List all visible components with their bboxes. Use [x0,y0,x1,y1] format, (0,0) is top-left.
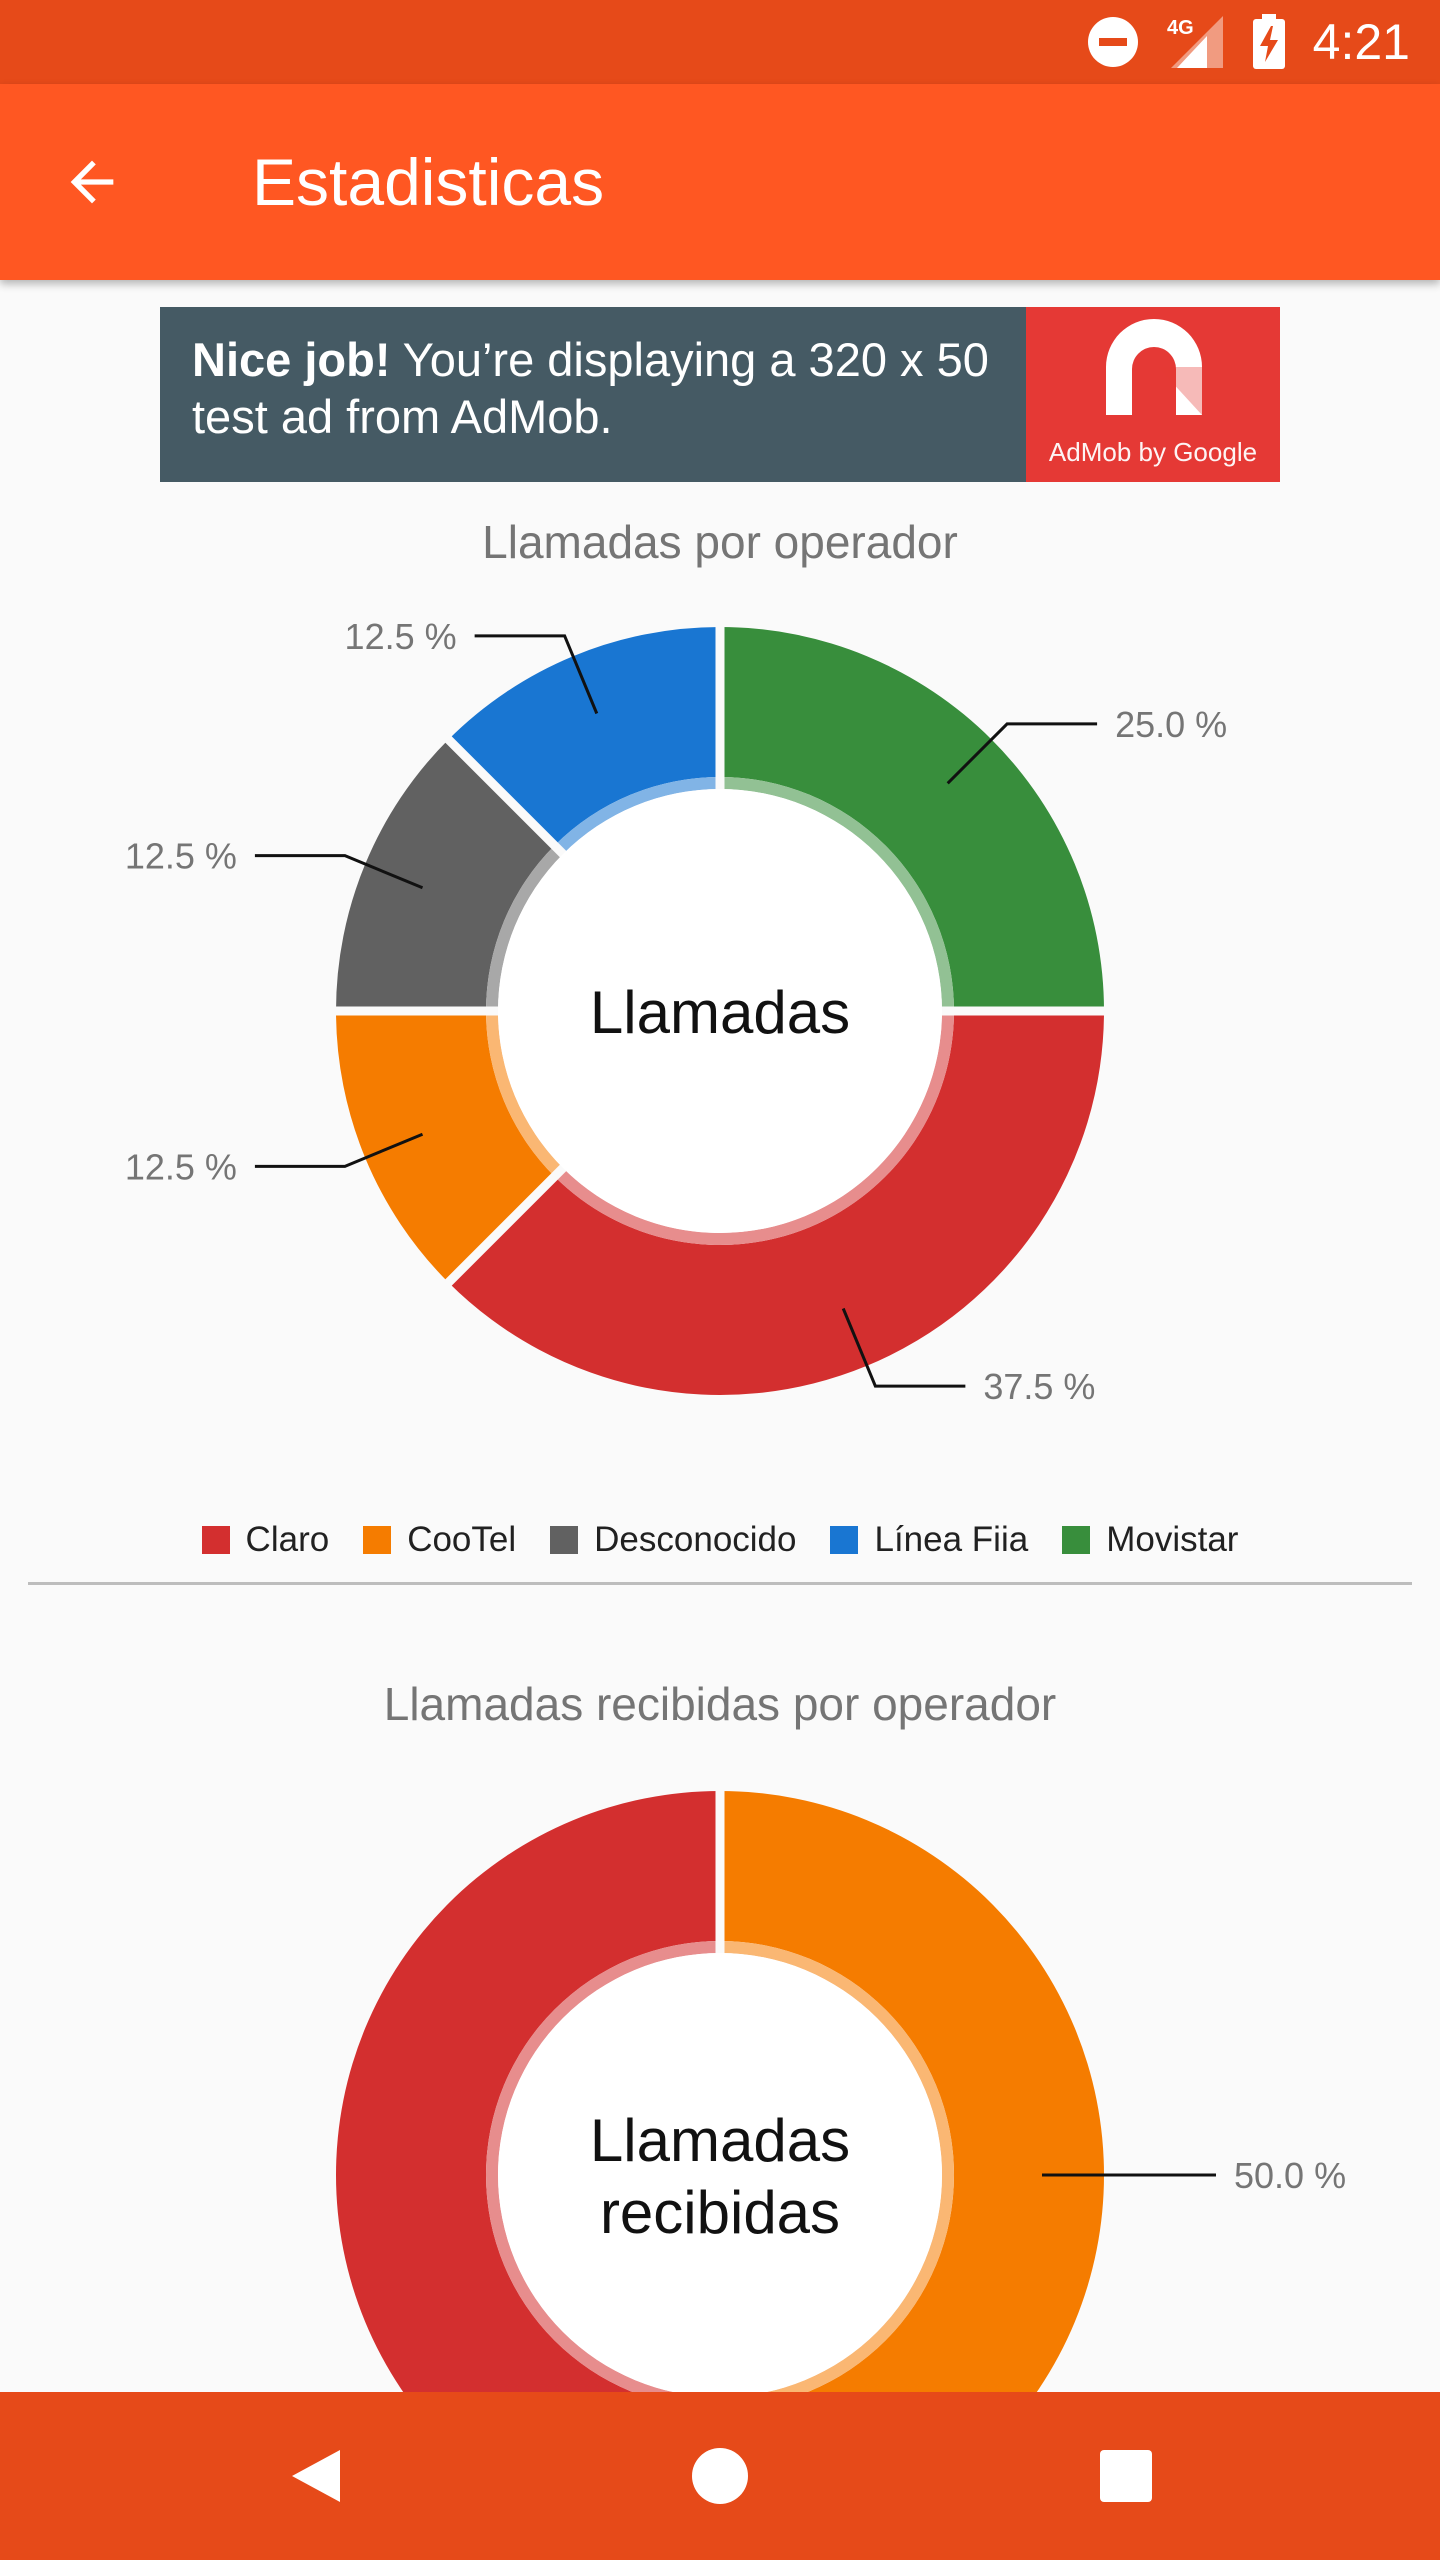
chart-1-leader-line [946,722,1098,785]
recents-square-icon [1100,2450,1152,2502]
legend-item-desconocido: Desconocido [550,1520,796,1560]
chart-1-value-label: 12.5 % [125,1132,424,1187]
divider [28,1582,1412,1585]
chart-2-title: Llamadas recibidas por operador [383,1678,1057,1730]
chart-1-slice-movistar [720,627,1104,1011]
page-title: Estadisticas [252,145,605,219]
chart-1-leader-line [474,634,599,715]
chart-1-value-label: 37.5 % [841,1307,1095,1407]
chart-1-donut: Llamadas 25.0 % 37.5 % 12.5 % 12.5 % 12.5 % [125,616,1227,1407]
legend-item-movistar: Movistar [1062,1520,1238,1560]
chart-1-slice-desconocido-ring [486,845,564,1011]
chart-1-slice-claro [448,1011,1104,1395]
back-button[interactable] [40,130,144,234]
admob-caption: AdMob by Google [1048,437,1258,467]
legend-swatch [1062,1526,1091,1554]
home-circle-icon [692,2448,748,2504]
legend-label: Línea Fiia [874,1520,1029,1559]
chart-1-value-label: 25.0 % [946,704,1227,785]
chart-1-value-text: 25.0 % [1115,704,1227,745]
legend-swatch [830,1526,859,1554]
chart-1-slice-gap [443,734,568,859]
chart-2-slice-cootel [720,1791,1104,2392]
chart-2-slice-claro [336,1791,720,2392]
legend-swatch [550,1526,579,1554]
legend-item-cootel: CooTel [363,1520,516,1560]
chart-1-slice-cootel [336,1011,555,1283]
chart-1-leader-line [254,1132,424,1168]
ad-banner[interactable]: Nice job! You’re displaying a 320 x 50 t… [160,307,1280,482]
nav-back-button[interactable] [256,2416,376,2536]
admob-icon [1106,319,1202,415]
chart-1-slice-cootel-ring [486,1011,564,1177]
do-not-disturb-icon [1087,17,1138,67]
chart-1-slice-gap [443,1163,568,1288]
chart-2-center-label: Llamadas [590,2107,850,2174]
legend-item-l-nea-fiia: Línea Fiia [830,1520,1028,1560]
legend-swatch [201,1526,230,1554]
chart-1-value-text: 12.5 % [125,836,237,877]
status-icons: 4G 4:21 [1087,0,1410,84]
chart-2-value-text: 50.0 % [1234,2155,1346,2196]
ad-text-bold: Nice job! [192,333,391,386]
chart-1-center-label: Llamadas [590,979,850,1046]
signal-icon: 4G [1167,16,1223,68]
chart-1-title: Llamadas por operador [482,516,958,568]
chart-1-value-text: 12.5 % [345,616,457,657]
legend-label: CooTel [407,1520,517,1559]
legend-label: Desconocido [594,1520,797,1559]
chart-1-value-label: 12.5 % [125,836,424,890]
chart-2-center-label: recibidas [600,2179,840,2246]
navigation-bar [0,2392,1440,2560]
chart-1-value-text: 37.5 % [983,1366,1095,1407]
back-triangle-icon [292,2450,340,2502]
ad-text-body: You’re displaying a 320 x 50 test ad fro… [192,333,989,443]
chart-2-value-label: 50.0 % [1042,2155,1346,2196]
app-bar: Estadisticas [0,84,1440,280]
status-time: 4:21 [1312,14,1410,70]
chart-1-slice-desconocido [336,739,555,1011]
network-type-label: 4G [1167,17,1194,39]
ad-text: Nice job! You’re displaying a 320 x 50 t… [160,307,1026,482]
chart-1-leader-line [841,1307,966,1388]
battery-charging-icon [1252,14,1285,69]
chart-1-value-text: 12.5 % [125,1146,237,1187]
legend-label: Movistar [1106,1520,1239,1559]
chart-1-value-label: 12.5 % [345,616,599,715]
chart-1-slice-l-nea-fiia [448,627,720,846]
chart-legend: Claro CooTel Desconocido Línea Fiia Movistar [0,1520,1440,1560]
nav-home-button[interactable] [660,2416,780,2536]
legend-label: Claro [245,1520,330,1559]
arrow-back-icon [70,160,114,204]
chart-2-center-hole [498,1953,942,2392]
legend-swatch [363,1526,392,1554]
legend-item-claro: Claro [201,1520,330,1560]
chart-1-leader-line [254,854,424,890]
status-bar: 4G 4:21 [0,0,1440,84]
chart-1-center-hole [498,789,942,1233]
nav-recents-button[interactable] [1066,2416,1186,2536]
chart-1-slice-l-nea-fiia-ring [554,777,720,855]
admob-logo: AdMob by Google [1026,307,1280,482]
